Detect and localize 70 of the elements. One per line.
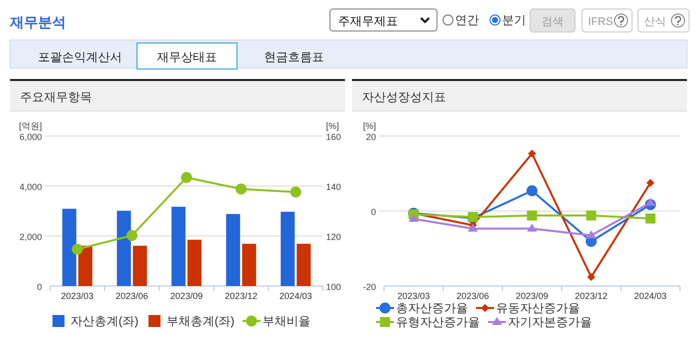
bar [172, 206, 186, 286]
bar [226, 214, 240, 286]
y2-axis-title: [%] [326, 121, 340, 131]
chart-title: 주요재무항목 [20, 90, 92, 104]
x-tick-label: 2023/09 [170, 291, 203, 301]
text: 산식 [644, 16, 666, 28]
y-tick-label: 6,000 [19, 132, 42, 142]
y2-tick-label: 160 [326, 132, 342, 142]
legend-label: 유동자산증가율 [496, 301, 580, 315]
point [586, 230, 596, 238]
x-tick-label: 2023/09 [516, 291, 548, 301]
text: 재무분석 [9, 14, 66, 30]
legend-label: 총자산증가율 [396, 301, 468, 315]
x-tick-label: 2023/03 [397, 291, 430, 301]
point [526, 185, 538, 196]
legend-label: 유형자산증가율 [396, 315, 480, 329]
point [645, 214, 656, 224]
y-tick-label: -20 [362, 282, 376, 292]
point [181, 172, 192, 183]
text: 현금흐름표 [264, 50, 324, 64]
point [645, 198, 656, 206]
y2-tick-label: 120 [326, 232, 342, 242]
bar [188, 240, 202, 286]
bar [132, 246, 147, 286]
text: 검색 [542, 16, 564, 28]
point [646, 178, 654, 187]
x-tick-label: 2024/03 [634, 291, 667, 301]
text: 포괄손익계산서 [38, 50, 122, 64]
y-tick-label: 2,000 [19, 232, 42, 242]
y2-tick-label: 140 [326, 182, 342, 192]
y-axis-title: [억원] [18, 121, 42, 131]
y-axis-title: [%] [362, 121, 376, 131]
x-tick-label: 2023/06 [456, 291, 490, 301]
point [527, 210, 537, 220]
point [468, 224, 478, 232]
bar [296, 244, 311, 286]
point [528, 150, 536, 158]
y-tick-label: 20 [366, 132, 376, 142]
bar [62, 208, 76, 286]
text: 분기 [502, 13, 526, 27]
bar [242, 244, 256, 286]
point [126, 230, 138, 241]
point [527, 224, 537, 232]
text: 주재무제표 [338, 14, 398, 28]
legend-label: 부채총계(좌) [166, 314, 234, 328]
bar [78, 246, 92, 286]
y-tick-label: 4,000 [19, 182, 42, 192]
point [587, 273, 596, 281]
x-tick-label: 2024/03 [279, 291, 312, 301]
chart-title: 자산성장성지표 [362, 90, 446, 104]
y-tick-label: 0 [36, 282, 42, 292]
point [72, 244, 83, 255]
bar [280, 212, 295, 286]
text: IFRS [588, 16, 614, 28]
legend-label: 부채비율 [262, 314, 310, 328]
text: 재무상태표 [157, 50, 217, 64]
x-tick-label: 2023/12 [574, 291, 608, 301]
point [408, 214, 419, 222]
y2-tick-label: 100 [326, 282, 342, 292]
legend-label: 자기자본증가율 [508, 315, 592, 329]
point [586, 210, 596, 220]
x-tick-label: 2023/12 [224, 291, 258, 301]
point [290, 186, 302, 198]
bar [116, 210, 131, 286]
point [236, 184, 247, 194]
legend-label: 자산총계(좌) [70, 314, 138, 328]
x-tick-label: 2023/03 [61, 291, 94, 301]
x-tick-label: 2023/06 [116, 291, 148, 301]
y-tick-label: 0 [370, 207, 376, 217]
text: 연간 [455, 13, 479, 27]
